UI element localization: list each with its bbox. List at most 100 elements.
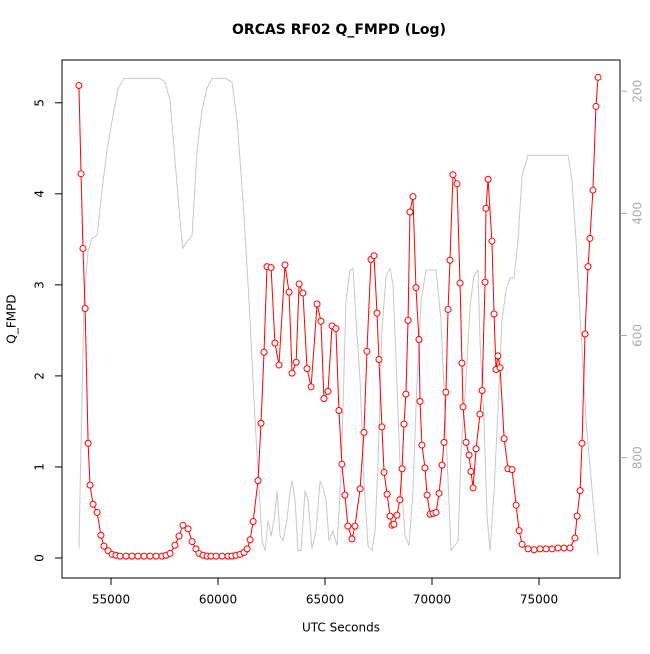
data-point <box>481 278 489 286</box>
data-point <box>462 438 470 446</box>
data-point <box>285 288 293 296</box>
data-point <box>378 423 386 431</box>
x-tick-label: 75000 <box>520 593 558 607</box>
data-point <box>515 527 523 535</box>
x-axis-label: UTC Seconds <box>302 621 380 635</box>
data-point <box>386 512 394 520</box>
data-point <box>446 256 454 264</box>
data-point <box>494 352 502 360</box>
data-point <box>482 204 490 212</box>
data-point <box>530 546 538 554</box>
data-point <box>554 544 562 552</box>
x-tick-label: 70000 <box>413 593 451 607</box>
data-point <box>442 388 450 396</box>
data-point <box>488 237 496 245</box>
data-point <box>400 420 408 428</box>
data-point <box>560 544 568 552</box>
data-point <box>402 390 410 398</box>
data-point <box>524 545 532 553</box>
data-point <box>89 500 97 508</box>
data-point <box>421 464 429 472</box>
data-point <box>432 508 440 516</box>
data-point <box>393 511 401 519</box>
data-point <box>508 466 516 474</box>
data-point <box>152 552 160 560</box>
data-point <box>184 525 192 533</box>
y2-tick-label: 200 <box>631 80 645 103</box>
data-point <box>423 491 431 499</box>
data-point <box>77 170 85 178</box>
data-point <box>476 410 484 418</box>
data-point <box>581 330 589 338</box>
y-tick-label: 1 <box>33 463 47 471</box>
data-point <box>490 310 498 318</box>
data-point <box>518 540 526 548</box>
data-point <box>412 284 420 292</box>
data-point <box>188 538 196 546</box>
data-point <box>578 439 586 447</box>
x-tick-label: 55000 <box>92 593 130 607</box>
data-point <box>415 335 423 343</box>
data-point <box>122 552 130 560</box>
data-point <box>171 541 179 549</box>
y-tick-label: 4 <box>33 190 47 198</box>
data-point <box>592 102 600 110</box>
y-tick-label: 5 <box>33 99 47 107</box>
data-point <box>472 445 480 453</box>
data-point <box>324 387 332 395</box>
data-point <box>548 545 556 553</box>
data-point <box>260 348 268 356</box>
data-point <box>97 531 105 539</box>
data-point <box>243 545 251 553</box>
data-point <box>576 487 584 495</box>
data-point <box>467 467 475 475</box>
series-line <box>78 77 599 556</box>
data-point <box>360 428 368 436</box>
data-point <box>218 552 226 560</box>
data-point <box>465 451 473 459</box>
data-point <box>134 552 142 560</box>
data-point <box>440 438 448 446</box>
data-point <box>542 545 550 553</box>
data-point <box>435 489 443 497</box>
data-point <box>351 522 359 530</box>
data-point <box>332 325 340 333</box>
data-point <box>267 264 275 272</box>
data-point <box>307 383 315 391</box>
y-axis-label: Q_FMPD <box>5 294 19 343</box>
data-point <box>100 542 108 550</box>
y-tick-label: 0 <box>33 554 47 562</box>
data-point <box>512 501 520 509</box>
data-point <box>406 208 414 216</box>
data-point <box>299 289 307 297</box>
data-point <box>500 435 508 443</box>
data-point <box>341 491 349 499</box>
y-tick-label: 2 <box>33 372 47 380</box>
data-point <box>246 536 254 544</box>
data-point <box>254 477 262 485</box>
data-point <box>438 461 446 469</box>
data-point <box>589 186 597 194</box>
data-point <box>79 244 87 252</box>
plot-frame <box>61 59 621 579</box>
data-point <box>571 534 579 542</box>
data-point <box>566 544 574 552</box>
data-point <box>303 365 311 373</box>
data-point <box>416 397 424 405</box>
data-point <box>257 419 265 427</box>
data-point <box>281 261 289 269</box>
data-point <box>594 73 602 81</box>
chart-title: ORCAS RF02 Q_FMPD (Log) <box>232 22 446 38</box>
y2-tick-label: 600 <box>631 324 645 347</box>
data-point <box>459 403 467 411</box>
data-point <box>584 263 592 271</box>
data-point <box>116 552 124 560</box>
data-point <box>344 522 352 530</box>
data-point <box>93 508 101 516</box>
data-point <box>383 490 391 498</box>
data-point <box>396 496 404 504</box>
data-point <box>484 175 492 183</box>
data-point <box>249 518 257 526</box>
